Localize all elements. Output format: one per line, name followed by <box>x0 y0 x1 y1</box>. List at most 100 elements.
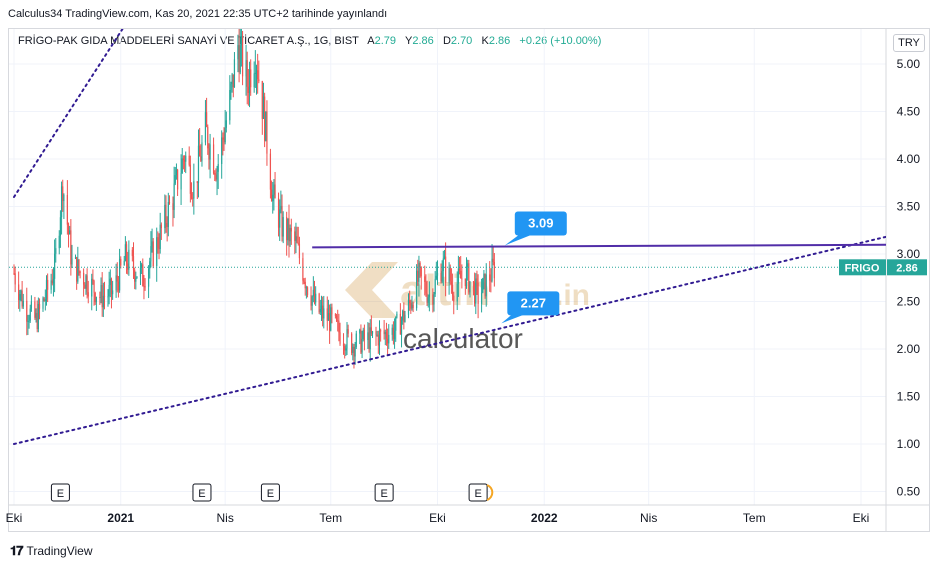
ohlc-low-label: D <box>442 35 451 47</box>
candle-body <box>108 285 110 297</box>
candle-body <box>352 346 354 353</box>
candle-body <box>18 284 20 301</box>
y-tick-label: 0.50 <box>897 485 921 499</box>
candle-body <box>377 334 379 346</box>
candle-body <box>339 332 341 344</box>
candle-body <box>441 271 443 282</box>
candle-body <box>270 189 273 202</box>
y-tick-label: 4.50 <box>897 105 921 119</box>
candle-body <box>216 171 218 180</box>
candle-body <box>201 142 203 161</box>
candle-body <box>67 224 70 235</box>
candle-body <box>363 329 366 341</box>
candle-body <box>420 267 422 277</box>
candle-body <box>411 304 413 309</box>
earnings-upcoming-icon <box>486 484 494 501</box>
candle-body <box>192 197 194 199</box>
candle-body <box>482 278 484 293</box>
candle-body <box>134 270 136 282</box>
support-trendline <box>13 235 886 445</box>
symbol-tag <box>839 259 886 276</box>
ohlc-close-value: 2.86 <box>488 35 511 47</box>
candle-body <box>54 253 56 279</box>
candle-body <box>449 267 451 282</box>
candle-body <box>384 332 386 335</box>
candle-body <box>42 298 44 309</box>
candle-body <box>118 258 121 291</box>
candle-body <box>109 278 111 286</box>
candle-body <box>135 277 137 282</box>
candle-body <box>302 258 304 281</box>
candle-body <box>185 155 187 162</box>
candle-body <box>52 278 55 284</box>
candle-body <box>388 334 390 344</box>
candle-body <box>361 339 363 353</box>
candle-body <box>393 330 396 340</box>
candle-body <box>47 279 49 290</box>
candle-body <box>181 158 183 173</box>
candle-body <box>458 268 461 271</box>
candle-body <box>432 294 434 305</box>
candle-body <box>28 320 30 322</box>
candle-body <box>44 299 46 302</box>
candle-body <box>311 296 313 306</box>
change-value: +0.26 (+10.00%) <box>519 35 602 47</box>
candle-body <box>92 278 94 281</box>
candle-body <box>272 194 274 202</box>
candle-body <box>337 320 339 322</box>
candle-body <box>294 231 296 241</box>
candle-body <box>233 59 236 88</box>
candle-body <box>128 249 130 270</box>
candle-body <box>190 193 193 198</box>
footer-brand: 𝟏𝟕 TradingView <box>10 543 93 559</box>
candle-body <box>197 145 200 184</box>
candle-body <box>262 96 265 119</box>
candle-body <box>298 243 301 259</box>
candle-body <box>91 278 93 297</box>
candle-body <box>287 218 289 241</box>
publish-caption: Calculus34 TradingView.com, Kas 20, 2021… <box>8 8 388 20</box>
candle-body <box>404 314 406 322</box>
candle-body <box>345 348 347 351</box>
candle-body <box>182 158 184 160</box>
candle-body <box>77 259 79 282</box>
candle-body <box>62 186 64 202</box>
candle-body <box>217 163 219 172</box>
earnings-marker <box>374 483 394 502</box>
candle-body <box>326 308 328 321</box>
candle-body <box>173 183 175 210</box>
ohlc-close-label: K <box>481 35 489 47</box>
candle-body <box>360 329 362 353</box>
candle-body <box>433 294 435 305</box>
candle-body <box>136 276 138 278</box>
earnings-marker <box>468 483 488 502</box>
candle-body <box>370 327 372 334</box>
candle-body <box>319 308 321 313</box>
candle-body <box>204 112 207 143</box>
candle-body <box>87 292 89 297</box>
candle-body <box>371 331 374 334</box>
currency-button[interactable]: TRY <box>893 34 925 52</box>
candle-body <box>443 256 446 259</box>
candle-body <box>152 241 154 267</box>
candle-body <box>51 280 53 284</box>
candle-body <box>456 283 458 302</box>
candle-body <box>237 45 239 60</box>
candle-body <box>464 278 466 287</box>
candle-body <box>474 282 476 304</box>
earnings-marker <box>192 483 212 502</box>
candle-body <box>484 273 486 297</box>
candle-body <box>35 313 37 318</box>
candle-body <box>230 83 232 90</box>
candle-body <box>257 70 259 80</box>
candle-body <box>94 292 96 303</box>
candle-body <box>224 127 226 143</box>
candle-body <box>58 235 60 249</box>
candle-body <box>435 275 437 279</box>
candle-body <box>78 259 80 272</box>
candle-body <box>412 304 414 309</box>
candle-body <box>436 272 439 276</box>
candle-body <box>103 295 106 297</box>
y-tick-label: 2.50 <box>897 295 921 309</box>
candle-body <box>247 86 249 93</box>
